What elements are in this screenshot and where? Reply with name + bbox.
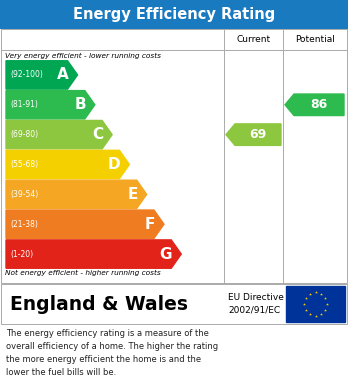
Text: B: B (74, 97, 86, 112)
Text: (81-91): (81-91) (10, 100, 38, 109)
Bar (1, 29, 347, 283)
Text: The energy efficiency rating is a measure of the
overall efficiency of a home. T: The energy efficiency rating is a measur… (6, 329, 218, 377)
Text: G: G (160, 247, 172, 262)
Bar (0, 0, 348, 28)
Polygon shape (6, 180, 147, 208)
Polygon shape (285, 94, 344, 115)
Text: E: E (127, 187, 138, 202)
Text: Current: Current (236, 34, 270, 43)
Text: Not energy efficient - higher running costs: Not energy efficient - higher running co… (5, 270, 161, 276)
Polygon shape (6, 210, 164, 239)
Text: (92-100): (92-100) (10, 70, 43, 79)
Polygon shape (6, 120, 112, 149)
Text: England & Wales: England & Wales (10, 294, 188, 314)
Polygon shape (226, 124, 281, 145)
Polygon shape (6, 61, 78, 89)
Polygon shape (6, 150, 129, 179)
Text: Potential: Potential (295, 34, 335, 43)
Polygon shape (6, 240, 181, 268)
Text: A: A (57, 67, 69, 83)
Bar (1, 284, 347, 324)
Text: F: F (144, 217, 155, 232)
Text: C: C (92, 127, 103, 142)
Text: 69: 69 (250, 128, 267, 141)
Text: (69-80): (69-80) (10, 130, 38, 139)
Text: (39-54): (39-54) (10, 190, 38, 199)
Text: 86: 86 (310, 98, 327, 111)
Text: (1-20): (1-20) (10, 249, 33, 258)
Text: EU Directive: EU Directive (228, 294, 284, 303)
Bar (286, 286, 345, 322)
Text: (55-68): (55-68) (10, 160, 38, 169)
Text: Very energy efficient - lower running costs: Very energy efficient - lower running co… (5, 53, 161, 59)
Text: D: D (108, 157, 120, 172)
Polygon shape (6, 91, 95, 119)
Text: (21-38): (21-38) (10, 220, 38, 229)
Text: 2002/91/EC: 2002/91/EC (228, 305, 280, 314)
Text: Energy Efficiency Rating: Energy Efficiency Rating (73, 7, 275, 22)
